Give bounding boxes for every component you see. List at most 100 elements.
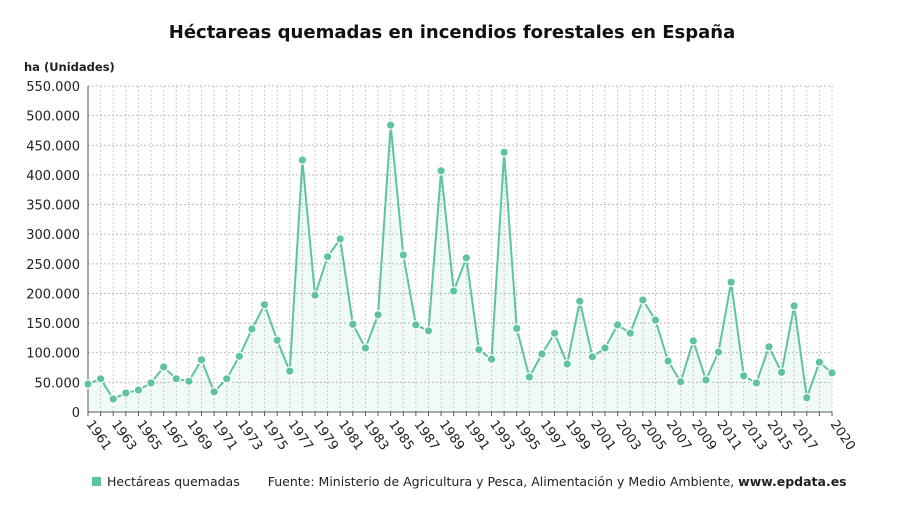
y-tick-label: 200.000 (26, 287, 80, 302)
x-tick-label: 1995 (511, 418, 542, 454)
data-point (764, 341, 774, 352)
data-point (638, 295, 648, 305)
x-tick-label: 2005 (638, 418, 669, 454)
x-tick-label: 2017 (789, 418, 820, 454)
data-point (272, 335, 282, 346)
data-point (701, 375, 711, 385)
y-tick-label: 450.000 (26, 139, 80, 154)
data-point (600, 343, 610, 353)
data-point (196, 355, 207, 365)
data-point (146, 378, 156, 388)
chart-title: Héctareas quemadas en incendios forestal… (168, 22, 736, 43)
x-tick-label: 1999 (562, 418, 593, 454)
x-tick-label: 1983 (360, 418, 391, 454)
data-point (612, 320, 623, 330)
data-point (247, 324, 257, 334)
data-point (184, 376, 194, 386)
y-axis-label: ha (Unidades) (24, 60, 115, 74)
y-tick-label: 300.000 (26, 228, 80, 243)
data-point (360, 343, 371, 353)
data-point (348, 319, 358, 330)
x-tick-label: 1991 (461, 418, 492, 454)
chart-footer: Hectáreas quemadas Fuente: Ministerio de… (92, 474, 847, 489)
x-tick-label: 1987 (411, 418, 442, 454)
data-point (474, 344, 484, 355)
legend-swatch (92, 477, 101, 486)
x-tick-label: 2020 (827, 418, 858, 454)
x-tick-label: 2015 (764, 418, 795, 454)
x-tick-label: 1961 (83, 418, 114, 454)
y-tick-label: 0 (72, 406, 80, 421)
series-area (88, 125, 832, 413)
x-tick-label: 2007 (663, 418, 694, 454)
source-prefix: Fuente: Ministerio de Agricultura y Pesc… (267, 474, 739, 489)
data-point (121, 388, 131, 398)
x-tick-label: 2013 (738, 418, 769, 454)
x-tick-label: 1981 (335, 418, 366, 454)
x-tick-label: 1997 (537, 418, 568, 454)
data-point (448, 286, 459, 296)
data-point (726, 277, 736, 287)
data-point (297, 155, 308, 165)
data-point (221, 374, 232, 384)
data-point (486, 354, 497, 365)
data-point (385, 120, 396, 130)
data-point (322, 251, 333, 262)
data-point (423, 325, 434, 336)
data-point (511, 323, 522, 334)
data-point (574, 296, 585, 306)
y-tick-label: 100.000 (26, 347, 80, 362)
data-point (335, 234, 346, 244)
data-point (776, 367, 787, 378)
data-point (738, 371, 749, 381)
x-tick-label: 1975 (259, 418, 290, 454)
data-point (499, 147, 509, 158)
x-tick-label: 1989 (436, 418, 467, 454)
x-tick-label: 2011 (713, 418, 744, 454)
data-point (549, 328, 560, 338)
data-point (95, 374, 106, 384)
data-point (133, 385, 144, 395)
x-tick-label: 2009 (688, 418, 719, 454)
x-tick-label: 1965 (133, 418, 164, 454)
data-point (537, 349, 547, 359)
data-point (562, 359, 572, 369)
data-point (827, 368, 837, 378)
x-tick-label: 1973 (234, 418, 265, 454)
data-point (524, 372, 535, 382)
data-point (801, 392, 812, 403)
x-tick-label: 1979 (310, 418, 341, 454)
series-line (87, 125, 833, 401)
data-point (789, 301, 799, 311)
data-point (587, 352, 598, 362)
y-tick-label: 550.000 (26, 80, 80, 95)
data-point (411, 320, 421, 330)
data-point (688, 336, 699, 346)
data-point (675, 376, 686, 387)
data-point (751, 378, 762, 388)
legend-label: Hectáreas quemadas (107, 474, 240, 489)
x-tick-label: 1963 (108, 418, 139, 454)
y-tick-label: 250.000 (26, 258, 80, 273)
data-point (650, 315, 661, 325)
y-tick-label: 50.000 (35, 376, 81, 391)
data-point (461, 253, 472, 263)
data-point (259, 299, 270, 310)
data-point (398, 250, 409, 260)
source-site: www.epdata.es (738, 474, 847, 489)
data-point (310, 290, 320, 301)
x-tick-label: 1985 (385, 418, 416, 454)
x-tick-label: 1971 (209, 418, 240, 454)
data-point (713, 347, 724, 357)
data-point (209, 387, 219, 397)
x-tick-label: 2003 (612, 418, 643, 454)
data-point (158, 362, 169, 372)
x-tick-label: 1977 (284, 418, 315, 454)
data-point (663, 356, 673, 366)
data-point (108, 394, 119, 404)
data-point (373, 309, 383, 320)
data-point (171, 374, 182, 384)
y-tick-label: 400.000 (26, 169, 80, 184)
